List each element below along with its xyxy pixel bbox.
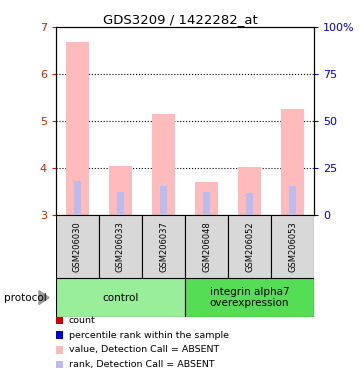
Bar <box>74 181 81 215</box>
Text: percentile rank within the sample: percentile rank within the sample <box>69 331 229 340</box>
Bar <box>185 215 228 278</box>
Text: GSM206030: GSM206030 <box>73 221 82 272</box>
Bar <box>271 215 314 278</box>
Text: count: count <box>69 316 95 325</box>
Bar <box>109 166 132 215</box>
Bar <box>281 109 304 215</box>
Text: GDS3209 / 1422282_at: GDS3209 / 1422282_at <box>103 13 258 26</box>
Bar <box>56 278 185 317</box>
Text: GSM206053: GSM206053 <box>288 221 297 272</box>
Bar <box>228 215 271 278</box>
Bar <box>195 182 218 215</box>
Bar <box>246 194 253 215</box>
Bar <box>117 192 124 215</box>
Bar <box>289 186 296 215</box>
Bar <box>238 167 261 215</box>
Text: control: control <box>102 293 139 303</box>
Bar <box>160 186 168 215</box>
Text: GSM206048: GSM206048 <box>202 221 211 272</box>
Text: integrin alpha7
overexpression: integrin alpha7 overexpression <box>210 287 290 308</box>
Bar <box>203 192 210 215</box>
Text: value, Detection Call = ABSENT: value, Detection Call = ABSENT <box>69 345 219 354</box>
Text: GSM206037: GSM206037 <box>159 221 168 272</box>
Bar <box>56 215 99 278</box>
Text: GSM206033: GSM206033 <box>116 221 125 272</box>
Bar <box>185 278 314 317</box>
Text: protocol: protocol <box>4 293 46 303</box>
Bar <box>66 42 89 215</box>
Text: GSM206052: GSM206052 <box>245 222 254 272</box>
Bar <box>152 114 175 215</box>
Bar <box>142 215 185 278</box>
Text: rank, Detection Call = ABSENT: rank, Detection Call = ABSENT <box>69 360 214 369</box>
Polygon shape <box>39 291 49 305</box>
Bar <box>99 215 142 278</box>
